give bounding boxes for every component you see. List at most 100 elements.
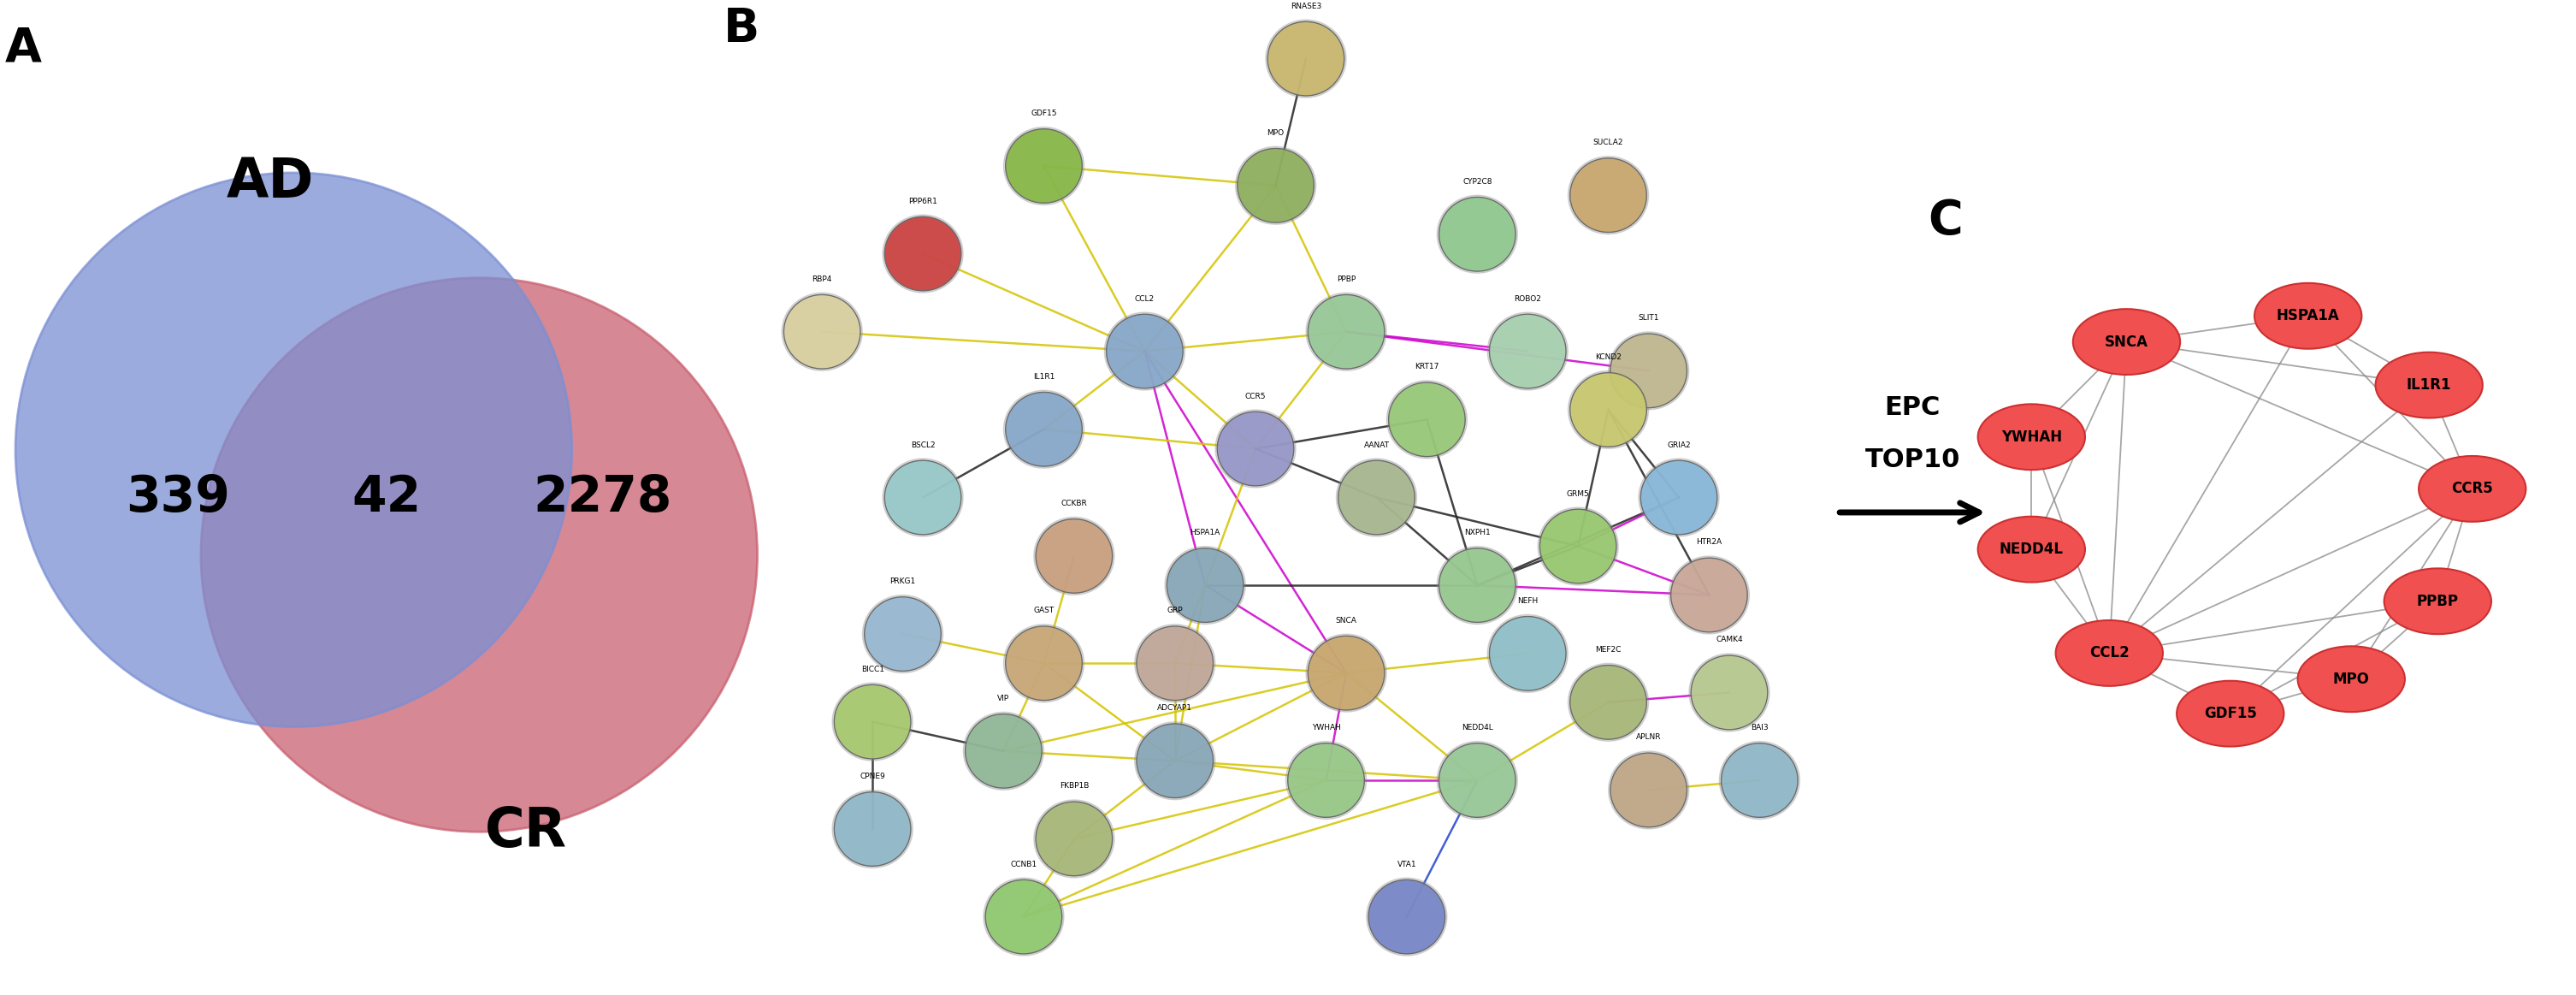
Circle shape: [1437, 741, 1517, 819]
Circle shape: [884, 461, 961, 534]
Text: VTA1: VTA1: [1396, 861, 1417, 868]
Text: CAMK4: CAMK4: [1716, 636, 1744, 644]
Circle shape: [1306, 634, 1386, 712]
Circle shape: [1641, 461, 1718, 534]
Circle shape: [1440, 197, 1515, 272]
Ellipse shape: [2056, 620, 2164, 686]
Text: FKBP1B: FKBP1B: [1059, 782, 1090, 790]
Circle shape: [1669, 556, 1749, 634]
Text: GAST: GAST: [1033, 607, 1054, 615]
Text: HSPA1A: HSPA1A: [1190, 528, 1221, 536]
Text: CCR5: CCR5: [2452, 482, 2494, 497]
Circle shape: [1569, 666, 1646, 739]
Circle shape: [1337, 459, 1417, 536]
Ellipse shape: [1978, 516, 2084, 582]
Circle shape: [863, 595, 943, 673]
Text: GRP: GRP: [1167, 607, 1182, 615]
Circle shape: [1486, 312, 1569, 390]
Text: NXPH1: NXPH1: [1463, 528, 1492, 536]
Text: C: C: [1927, 198, 1963, 244]
Text: TOP10: TOP10: [1865, 448, 1960, 473]
Circle shape: [1218, 412, 1293, 486]
Text: EPC: EPC: [1886, 396, 1940, 420]
Text: 2278: 2278: [533, 473, 672, 522]
Ellipse shape: [2177, 681, 2285, 746]
Text: PPP6R1: PPP6R1: [909, 197, 938, 205]
Ellipse shape: [2375, 352, 2483, 418]
Ellipse shape: [15, 173, 572, 726]
Text: SNCA: SNCA: [2105, 334, 2148, 349]
Text: ROBO2: ROBO2: [1515, 295, 1540, 302]
Text: CPNE9: CPNE9: [860, 772, 886, 780]
Circle shape: [1690, 656, 1767, 729]
Text: NEDD4L: NEDD4L: [1999, 541, 2063, 557]
Circle shape: [963, 712, 1043, 790]
Text: GDF15: GDF15: [1030, 109, 1056, 117]
Circle shape: [1368, 880, 1445, 954]
Text: SUCLA2: SUCLA2: [1592, 138, 1623, 146]
Text: 339: 339: [126, 473, 229, 522]
Circle shape: [1105, 314, 1182, 388]
Text: SLIT1: SLIT1: [1638, 314, 1659, 322]
Circle shape: [1386, 380, 1468, 459]
Text: KCND2: KCND2: [1595, 353, 1620, 361]
Circle shape: [1288, 743, 1365, 817]
Text: NEFH: NEFH: [1517, 597, 1538, 605]
Circle shape: [984, 878, 1064, 956]
Circle shape: [1267, 22, 1345, 96]
Circle shape: [1437, 546, 1517, 624]
Circle shape: [1486, 615, 1569, 693]
Circle shape: [1136, 723, 1213, 798]
Text: GDF15: GDF15: [2205, 706, 2257, 721]
Circle shape: [1365, 878, 1448, 956]
Ellipse shape: [2419, 456, 2527, 521]
Text: CCKBR: CCKBR: [1061, 499, 1087, 507]
Circle shape: [1216, 410, 1296, 488]
Text: YWHAH: YWHAH: [2002, 429, 2061, 445]
Ellipse shape: [2298, 646, 2406, 712]
Circle shape: [1440, 548, 1515, 622]
Circle shape: [1005, 624, 1084, 702]
Circle shape: [1721, 743, 1798, 817]
Ellipse shape: [2074, 309, 2179, 375]
Circle shape: [1236, 148, 1314, 223]
Circle shape: [1005, 127, 1084, 205]
Circle shape: [987, 880, 1061, 954]
Circle shape: [1610, 753, 1687, 827]
Circle shape: [1672, 558, 1747, 632]
Text: RNASE3: RNASE3: [1291, 2, 1321, 10]
Text: GRIA2: GRIA2: [1667, 441, 1690, 449]
Text: VIP: VIP: [997, 695, 1010, 702]
Circle shape: [1569, 371, 1649, 449]
Circle shape: [1133, 624, 1216, 702]
Circle shape: [1489, 314, 1566, 388]
Text: HSPA1A: HSPA1A: [2277, 308, 2339, 323]
Text: SNCA: SNCA: [1334, 617, 1358, 624]
Circle shape: [832, 790, 912, 868]
Text: MPO: MPO: [2334, 672, 2370, 687]
Circle shape: [1005, 129, 1082, 203]
Text: CCL2: CCL2: [2089, 646, 2130, 661]
Text: ADCYAP1: ADCYAP1: [1157, 704, 1193, 712]
Circle shape: [1569, 664, 1649, 741]
Circle shape: [966, 714, 1041, 788]
Text: BAI3: BAI3: [1752, 723, 1767, 731]
Circle shape: [1607, 331, 1690, 410]
Circle shape: [1569, 158, 1646, 232]
Text: RBP4: RBP4: [811, 276, 832, 283]
Circle shape: [1005, 626, 1082, 700]
Text: B: B: [724, 6, 760, 53]
Circle shape: [1309, 295, 1383, 369]
Text: AANAT: AANAT: [1363, 441, 1388, 449]
Circle shape: [884, 459, 963, 536]
Circle shape: [1136, 626, 1213, 700]
Circle shape: [1285, 741, 1365, 819]
Circle shape: [1690, 654, 1770, 731]
Text: AD: AD: [227, 156, 314, 209]
Circle shape: [1337, 461, 1414, 534]
Circle shape: [1005, 390, 1084, 469]
Circle shape: [1610, 333, 1687, 408]
Circle shape: [866, 597, 940, 671]
Text: CYP2C8: CYP2C8: [1463, 178, 1492, 185]
Circle shape: [1309, 636, 1383, 710]
